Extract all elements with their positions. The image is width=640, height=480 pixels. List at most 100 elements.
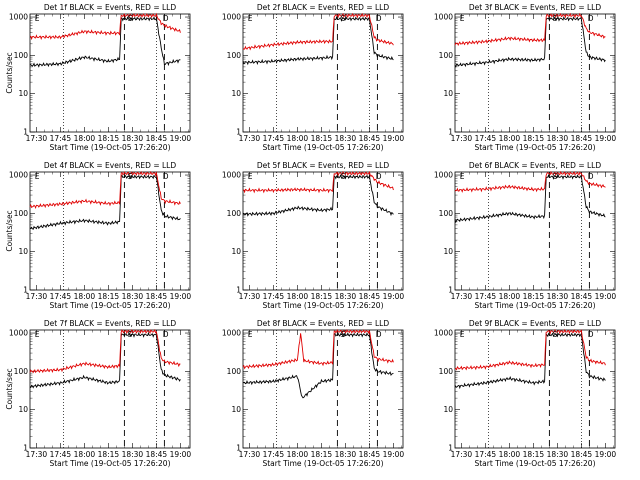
x-tick-label: 18:45 [146, 450, 168, 459]
x-tick-label: 17:30 [26, 292, 48, 301]
x-tick-label: 17:30 [239, 134, 261, 143]
x-tick-label: 18:15 [523, 134, 545, 143]
plot-frame [454, 171, 616, 291]
y-tick-label: 1000 [434, 171, 453, 180]
x-axis-label: Start Time (19-Oct-05 17:26:20) [262, 459, 383, 468]
x-tick-label: 17:45 [50, 134, 72, 143]
panel-title: Det 5f BLACK = Events, RED = LLD [257, 161, 390, 170]
annotation-e: E [35, 330, 40, 339]
annotation-s: S [553, 330, 558, 339]
x-tick-label: 18:30 [335, 292, 357, 301]
x-tick-label: 19:00 [595, 134, 617, 143]
annotation-s: S [341, 330, 346, 339]
y-tick-label: 1 [448, 128, 453, 137]
annotation-e: E [460, 172, 465, 181]
plot-frame [242, 13, 404, 133]
y-tick-label: 1 [23, 444, 28, 453]
y-tick-label: 100 [14, 367, 29, 376]
annotation-d: D [163, 14, 169, 23]
y-tick-label: 100 [227, 367, 242, 376]
series-line-events [29, 16, 181, 68]
series-line-lld [29, 170, 181, 210]
plot-frame [29, 13, 191, 133]
x-tick-label: 18:00 [74, 450, 96, 459]
x-tick-label: 18:30 [122, 292, 144, 301]
x-tick-label: 18:15 [523, 450, 545, 459]
y-tick-label: 1000 [222, 329, 241, 338]
x-tick-label: 17:30 [239, 450, 261, 459]
series-line-lld [242, 170, 394, 194]
x-tick-label: 18:00 [499, 292, 521, 301]
series-line-lld [454, 12, 606, 47]
x-tick-label: 19:00 [170, 134, 192, 143]
x-tick-label: 18:15 [98, 292, 120, 301]
annotation-s: S [341, 14, 346, 23]
annotation-e: E [35, 172, 40, 181]
y-tick-label: 100 [14, 209, 29, 218]
y-axis-label: Counts/sec [5, 368, 14, 409]
panel-det-2: Det 2f BLACK = Events, RED = LLD 1 10 100 10… [222, 3, 405, 152]
annotation-s: S [341, 172, 346, 181]
plot-frame [454, 329, 616, 449]
x-tick-label: 18:45 [146, 292, 168, 301]
annotation-e: E [35, 14, 40, 23]
y-tick-label: 100 [227, 51, 242, 60]
x-tick-label: 18:30 [547, 134, 569, 143]
panel-title: Det 6f BLACK = Events, RED = LLD [469, 161, 602, 170]
series-line-lld [454, 328, 606, 371]
y-tick-label: 10 [231, 247, 241, 256]
plot-frame [242, 171, 404, 291]
x-tick-label: 18:30 [122, 450, 144, 459]
y-tick-label: 1 [448, 286, 453, 295]
x-tick-label: 17:45 [263, 134, 285, 143]
x-axis-label: Start Time (19-Oct-05 17:26:20) [262, 143, 383, 152]
annotation-s: S [128, 172, 133, 181]
x-tick-label: 18:30 [335, 134, 357, 143]
x-tick-label: 17:30 [26, 134, 48, 143]
series-line-events [242, 15, 394, 66]
x-axis-label: Start Time (19-Oct-05 17:26:20) [474, 459, 595, 468]
y-tick-label: 10 [443, 247, 453, 256]
x-tick-label: 18:15 [311, 134, 333, 143]
x-tick-label: 19:00 [383, 450, 405, 459]
series-line-events [242, 174, 394, 217]
y-tick-label: 100 [227, 209, 242, 218]
x-tick-label: 17:45 [263, 450, 285, 459]
panel-det-8: Det 8f BLACK = Events, RED = LLD 1 10 100 10… [222, 319, 405, 468]
annotation-d: D [588, 14, 594, 23]
x-tick-label: 18:00 [287, 450, 309, 459]
y-tick-label: 1 [236, 286, 241, 295]
y-tick-label: 100 [439, 51, 454, 60]
plot-frame [29, 171, 191, 291]
x-tick-label: 18:15 [311, 292, 333, 301]
series-line-events [454, 173, 606, 223]
series-line-lld [454, 170, 606, 193]
plot-frame [242, 329, 404, 449]
panel-det-3: Det 3f BLACK = Events, RED = LLD 1 10 100 10… [434, 3, 617, 152]
panel-det-1: Det 1f BLACK = Events, RED = LLD 1 10 100 10… [5, 3, 191, 152]
x-tick-label: 17:45 [475, 134, 497, 143]
y-tick-label: 10 [18, 89, 28, 98]
y-tick-label: 1000 [222, 13, 241, 22]
x-tick-label: 18:00 [74, 134, 96, 143]
x-axis-label: Start Time (19-Oct-05 17:26:20) [49, 459, 170, 468]
x-tick-label: 18:15 [98, 450, 120, 459]
x-tick-label: 18:00 [499, 450, 521, 459]
panel-title: Det 8f BLACK = Events, RED = LLD [257, 319, 390, 328]
x-tick-label: 17:45 [263, 292, 285, 301]
panel-title: Det 2f BLACK = Events, RED = LLD [257, 3, 390, 12]
y-tick-label: 1 [23, 128, 28, 137]
series-line-lld [242, 328, 394, 370]
annotation-d: D [163, 172, 169, 181]
annotation-d: D [376, 330, 382, 339]
x-tick-label: 18:30 [547, 292, 569, 301]
y-tick-label: 1 [23, 286, 28, 295]
x-tick-label: 19:00 [383, 134, 405, 143]
x-tick-label: 19:00 [595, 450, 617, 459]
x-tick-label: 18:30 [335, 450, 357, 459]
x-tick-label: 18:00 [287, 292, 309, 301]
x-tick-label: 18:00 [74, 292, 96, 301]
y-tick-label: 1 [448, 444, 453, 453]
x-tick-label: 18:15 [311, 450, 333, 459]
